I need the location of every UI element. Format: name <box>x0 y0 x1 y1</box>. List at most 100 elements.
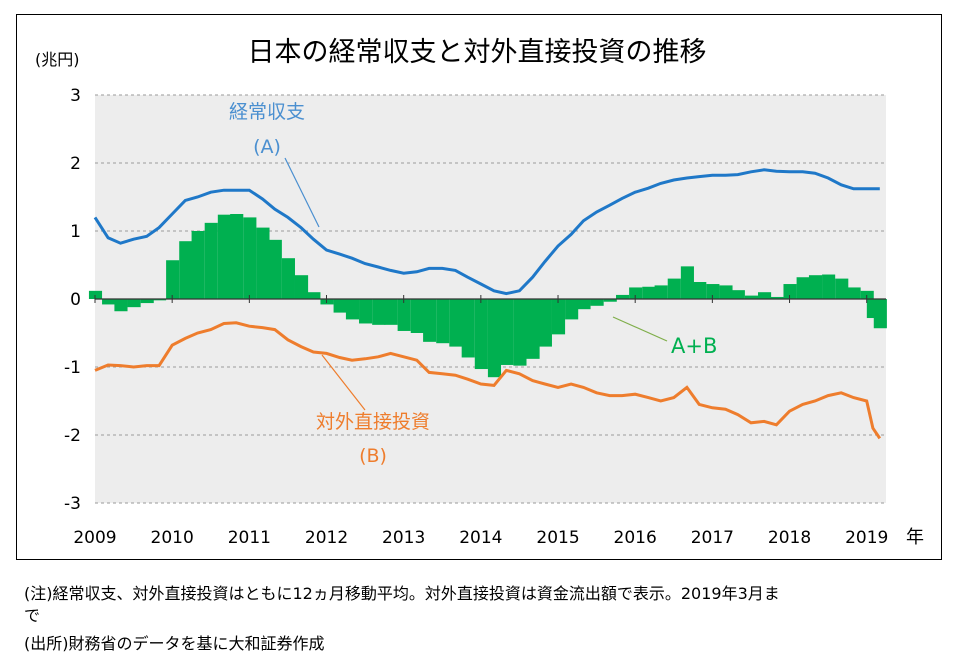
x-tick-label: 2014 <box>459 528 502 548</box>
bar-a-plus-b <box>680 266 694 299</box>
x-tick-label: 2010 <box>151 528 194 548</box>
bar-a-plus-b <box>294 275 309 299</box>
bar-a-plus-b <box>281 258 295 299</box>
label-current-account-a: (A) <box>253 136 281 158</box>
bar-a-plus-b <box>642 286 656 299</box>
bar-a-plus-b <box>654 285 668 299</box>
y-axis-unit: (兆円) <box>35 50 80 69</box>
bar-a-plus-b <box>359 299 373 324</box>
bar-a-plus-b <box>166 260 180 299</box>
bar-a-plus-b <box>191 231 205 299</box>
bar-a-plus-b <box>217 214 231 299</box>
bar-a-plus-b <box>333 299 347 313</box>
bar-a-plus-b <box>796 277 810 299</box>
x-tick-label: 2018 <box>768 528 811 548</box>
bar-a-plus-b <box>88 290 103 299</box>
x-tick-label: 2019 <box>845 528 888 548</box>
y-tick-label: 1 <box>70 222 81 242</box>
chart-title: 日本の経常収支と対外直接投資の推移 <box>248 37 707 68</box>
bar-a-plus-b <box>449 299 463 347</box>
x-tick-label: 2017 <box>691 528 734 548</box>
leader-current-account <box>284 157 320 228</box>
bar-a-plus-b <box>487 299 502 378</box>
y-tick-label: 2 <box>70 154 81 174</box>
bar-a-plus-b <box>758 292 772 299</box>
bar-a-plus-b <box>500 299 514 365</box>
bar-a-plus-b <box>731 290 745 299</box>
bar-a-plus-b <box>616 294 630 299</box>
x-tick-label: 2012 <box>305 528 348 548</box>
bar-a-plus-b <box>706 284 720 299</box>
x-tick-label: 2011 <box>228 528 271 548</box>
x-tick-label: 2013 <box>382 528 425 548</box>
footnote-line2: で <box>24 606 41 625</box>
x-tick-marks <box>94 295 868 303</box>
leader-a-plus-b <box>612 316 668 342</box>
bar-a-plus-b <box>822 274 836 299</box>
bar-a-plus-b <box>461 299 475 358</box>
x-axis-unit: 年 <box>906 527 924 548</box>
y-tick-labels: 3 2 1 0 -1 -2 -3 <box>64 86 81 514</box>
bar-a-plus-b <box>204 222 218 299</box>
label-current-account: 経常収支 <box>229 101 305 123</box>
x-tick-label: 2016 <box>614 528 657 548</box>
bar-a-plus-b <box>667 278 681 299</box>
x-tick-label: 2009 <box>73 528 116 548</box>
bar-a-plus-b <box>770 296 784 299</box>
bar-a-plus-b <box>179 241 193 299</box>
bar-a-plus-b <box>719 285 733 299</box>
bar-a-plus-b <box>513 299 527 366</box>
label-fdi-b: (B) <box>359 445 387 467</box>
bar-a-plus-b <box>397 299 411 331</box>
bar-a-plus-b <box>744 295 759 299</box>
bar-a-plus-b <box>835 278 849 299</box>
bar-a-plus-b <box>268 239 282 299</box>
bar-a-plus-b <box>423 299 437 342</box>
bar-a-plus-b <box>873 299 887 329</box>
footnote-line1: (注)経常収支、対外直接投資はともに12ヵ月移動平均。対外直接投資は資金流出額で… <box>24 584 780 603</box>
y-tick-label: -3 <box>64 494 81 514</box>
bar-a-plus-b <box>230 214 244 299</box>
source-note: (出所)財務省のデータを基に大和証券作成 <box>24 634 325 653</box>
bar-a-plus-b <box>526 299 540 359</box>
y-tick-label: -1 <box>64 358 81 378</box>
leader-fdi <box>321 354 366 411</box>
bar-a-plus-b <box>783 284 797 299</box>
bar-a-plus-b <box>847 287 861 299</box>
bar-a-plus-b <box>590 299 604 306</box>
y-tick-label: 0 <box>70 290 81 310</box>
bar-a-plus-b <box>114 299 128 312</box>
series-line-fdi <box>94 321 882 440</box>
bar-a-plus-b <box>372 299 386 325</box>
bar-a-plus-b <box>603 299 617 302</box>
bar-a-plus-b <box>538 299 552 347</box>
bar-a-plus-b <box>693 282 707 299</box>
bar-a-plus-b <box>127 299 141 308</box>
bar-a-plus-b <box>474 299 488 370</box>
chart-frame: 3 2 1 0 -1 -2 -3 2009 2010 2011 2012 2013 2014 2015 2… <box>16 14 942 560</box>
label-fdi: 対外直接投資 <box>316 411 430 433</box>
bar-a-plus-b <box>410 299 424 333</box>
bar-a-plus-b <box>551 299 566 335</box>
bar-a-plus-b <box>384 299 398 325</box>
bar-a-plus-b <box>577 299 591 310</box>
bars-a-plus-b <box>88 214 887 378</box>
x-tick-label: 2015 <box>536 528 579 548</box>
y-tick-label: 3 <box>70 86 81 106</box>
bar-a-plus-b <box>345 299 360 320</box>
bar-a-plus-b <box>307 292 321 299</box>
y-tick-label: -2 <box>64 426 81 446</box>
bar-a-plus-b <box>140 299 154 304</box>
bar-a-plus-b <box>243 217 257 299</box>
bar-a-plus-b <box>102 299 116 305</box>
series-line-current-account <box>93 168 880 296</box>
bar-a-plus-b <box>256 227 270 299</box>
bar-a-plus-b <box>808 275 823 299</box>
bar-a-plus-b <box>565 299 579 320</box>
bar-a-plus-b <box>152 299 167 301</box>
label-a-plus-b: A+B <box>671 334 717 358</box>
x-tick-labels: 2009 2010 2011 2012 2013 2014 2015 2016 2017 2018… <box>73 528 888 548</box>
bar-a-plus-b <box>860 290 874 299</box>
bar-a-plus-b <box>629 287 643 299</box>
